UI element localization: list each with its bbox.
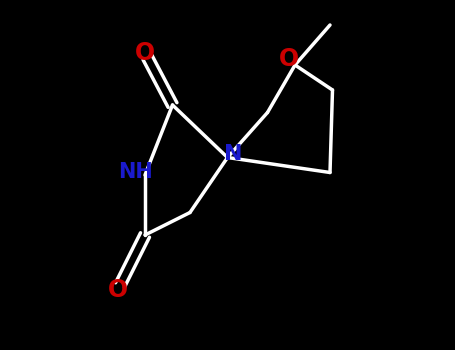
Text: N: N <box>224 144 243 163</box>
Text: O: O <box>279 47 299 71</box>
Text: O: O <box>107 278 127 302</box>
Text: NH: NH <box>119 162 153 182</box>
Text: O: O <box>135 41 155 64</box>
